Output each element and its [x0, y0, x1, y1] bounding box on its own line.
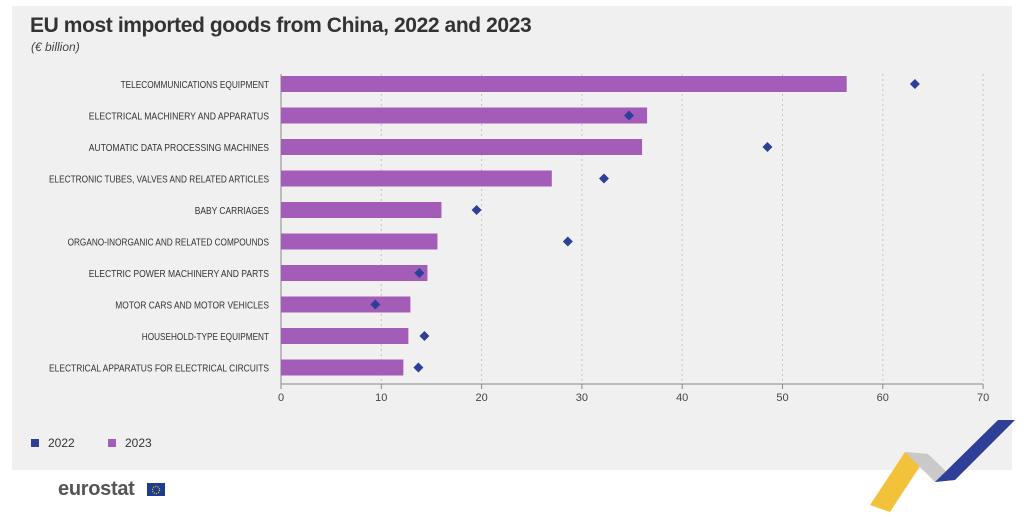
legend-swatch-2022	[31, 439, 39, 447]
bar-2023	[281, 202, 442, 218]
bar-2023	[281, 170, 552, 187]
eurostat-logo: eurostat	[58, 478, 135, 500]
legend-label-2022: 2022	[48, 436, 75, 450]
chart-subtitle: (€ billion)	[31, 40, 80, 54]
category-label: ELECTRIC POWER MACHINERY AND PARTS	[89, 268, 269, 280]
marker-2022	[419, 331, 430, 341]
marker-2022	[562, 236, 573, 247]
x-tick-label: 40	[676, 392, 688, 404]
x-tick-label: 50	[776, 392, 788, 404]
category-label: ELECTRONIC TUBES, VALVES AND RELATED ART…	[49, 174, 269, 186]
bar-2023	[281, 233, 438, 250]
category-label: AUTOMATIC DATA PROCESSING MACHINES	[89, 142, 269, 154]
marker-2022	[370, 299, 381, 310]
x-tick-label: 0	[278, 392, 284, 404]
category-label: HOUSEHOLD-TYPE EQUIPMENT	[142, 331, 270, 343]
marker-2022	[598, 173, 609, 184]
marker-2022	[762, 142, 773, 152]
marker-2022	[413, 362, 424, 373]
x-tick-label: 70	[977, 392, 989, 404]
chart-title: EU most imported goods from China, 2022 …	[30, 14, 532, 37]
marker-2022	[909, 79, 920, 89]
x-tick-label: 10	[375, 392, 387, 404]
marker-2022	[471, 205, 482, 215]
bar-2023	[281, 139, 643, 155]
bar-2023	[281, 76, 847, 92]
category-label: BABY CARRIAGES	[195, 205, 269, 217]
category-label: TELECOMMUNICATIONS EQUIPMENT	[121, 79, 270, 91]
legend-item-2023[interactable]: 2023	[108, 436, 152, 450]
bar-2023	[281, 296, 411, 313]
x-tick-label: 30	[576, 392, 588, 404]
category-label: ELECTRICAL MACHINERY AND APPARATUS	[89, 111, 269, 123]
x-tick-label: 60	[877, 392, 889, 404]
category-label: ELECTRICAL APPARATUS FOR ELECTRICAL CIRC…	[49, 363, 269, 375]
decorative-stripes-icon	[870, 420, 1015, 512]
legend-label-2023: 2023	[125, 436, 152, 450]
marker-2022	[624, 110, 635, 121]
marker-2022	[414, 268, 425, 278]
category-label: ORGANO-INORGANIC AND RELATED COMPOUNDS	[68, 237, 269, 249]
legend-swatch-2023	[108, 439, 116, 447]
legend-item-2022[interactable]: 2022	[31, 436, 75, 450]
bar-2023	[281, 359, 404, 376]
x-tick-label: 20	[475, 392, 487, 404]
bar-2023	[281, 265, 428, 281]
bar-2023	[281, 328, 409, 344]
bar-2023	[281, 107, 648, 124]
category-label: MOTOR CARS AND MOTOR VEHICLES	[115, 300, 269, 312]
eu-flag-icon	[147, 483, 165, 496]
